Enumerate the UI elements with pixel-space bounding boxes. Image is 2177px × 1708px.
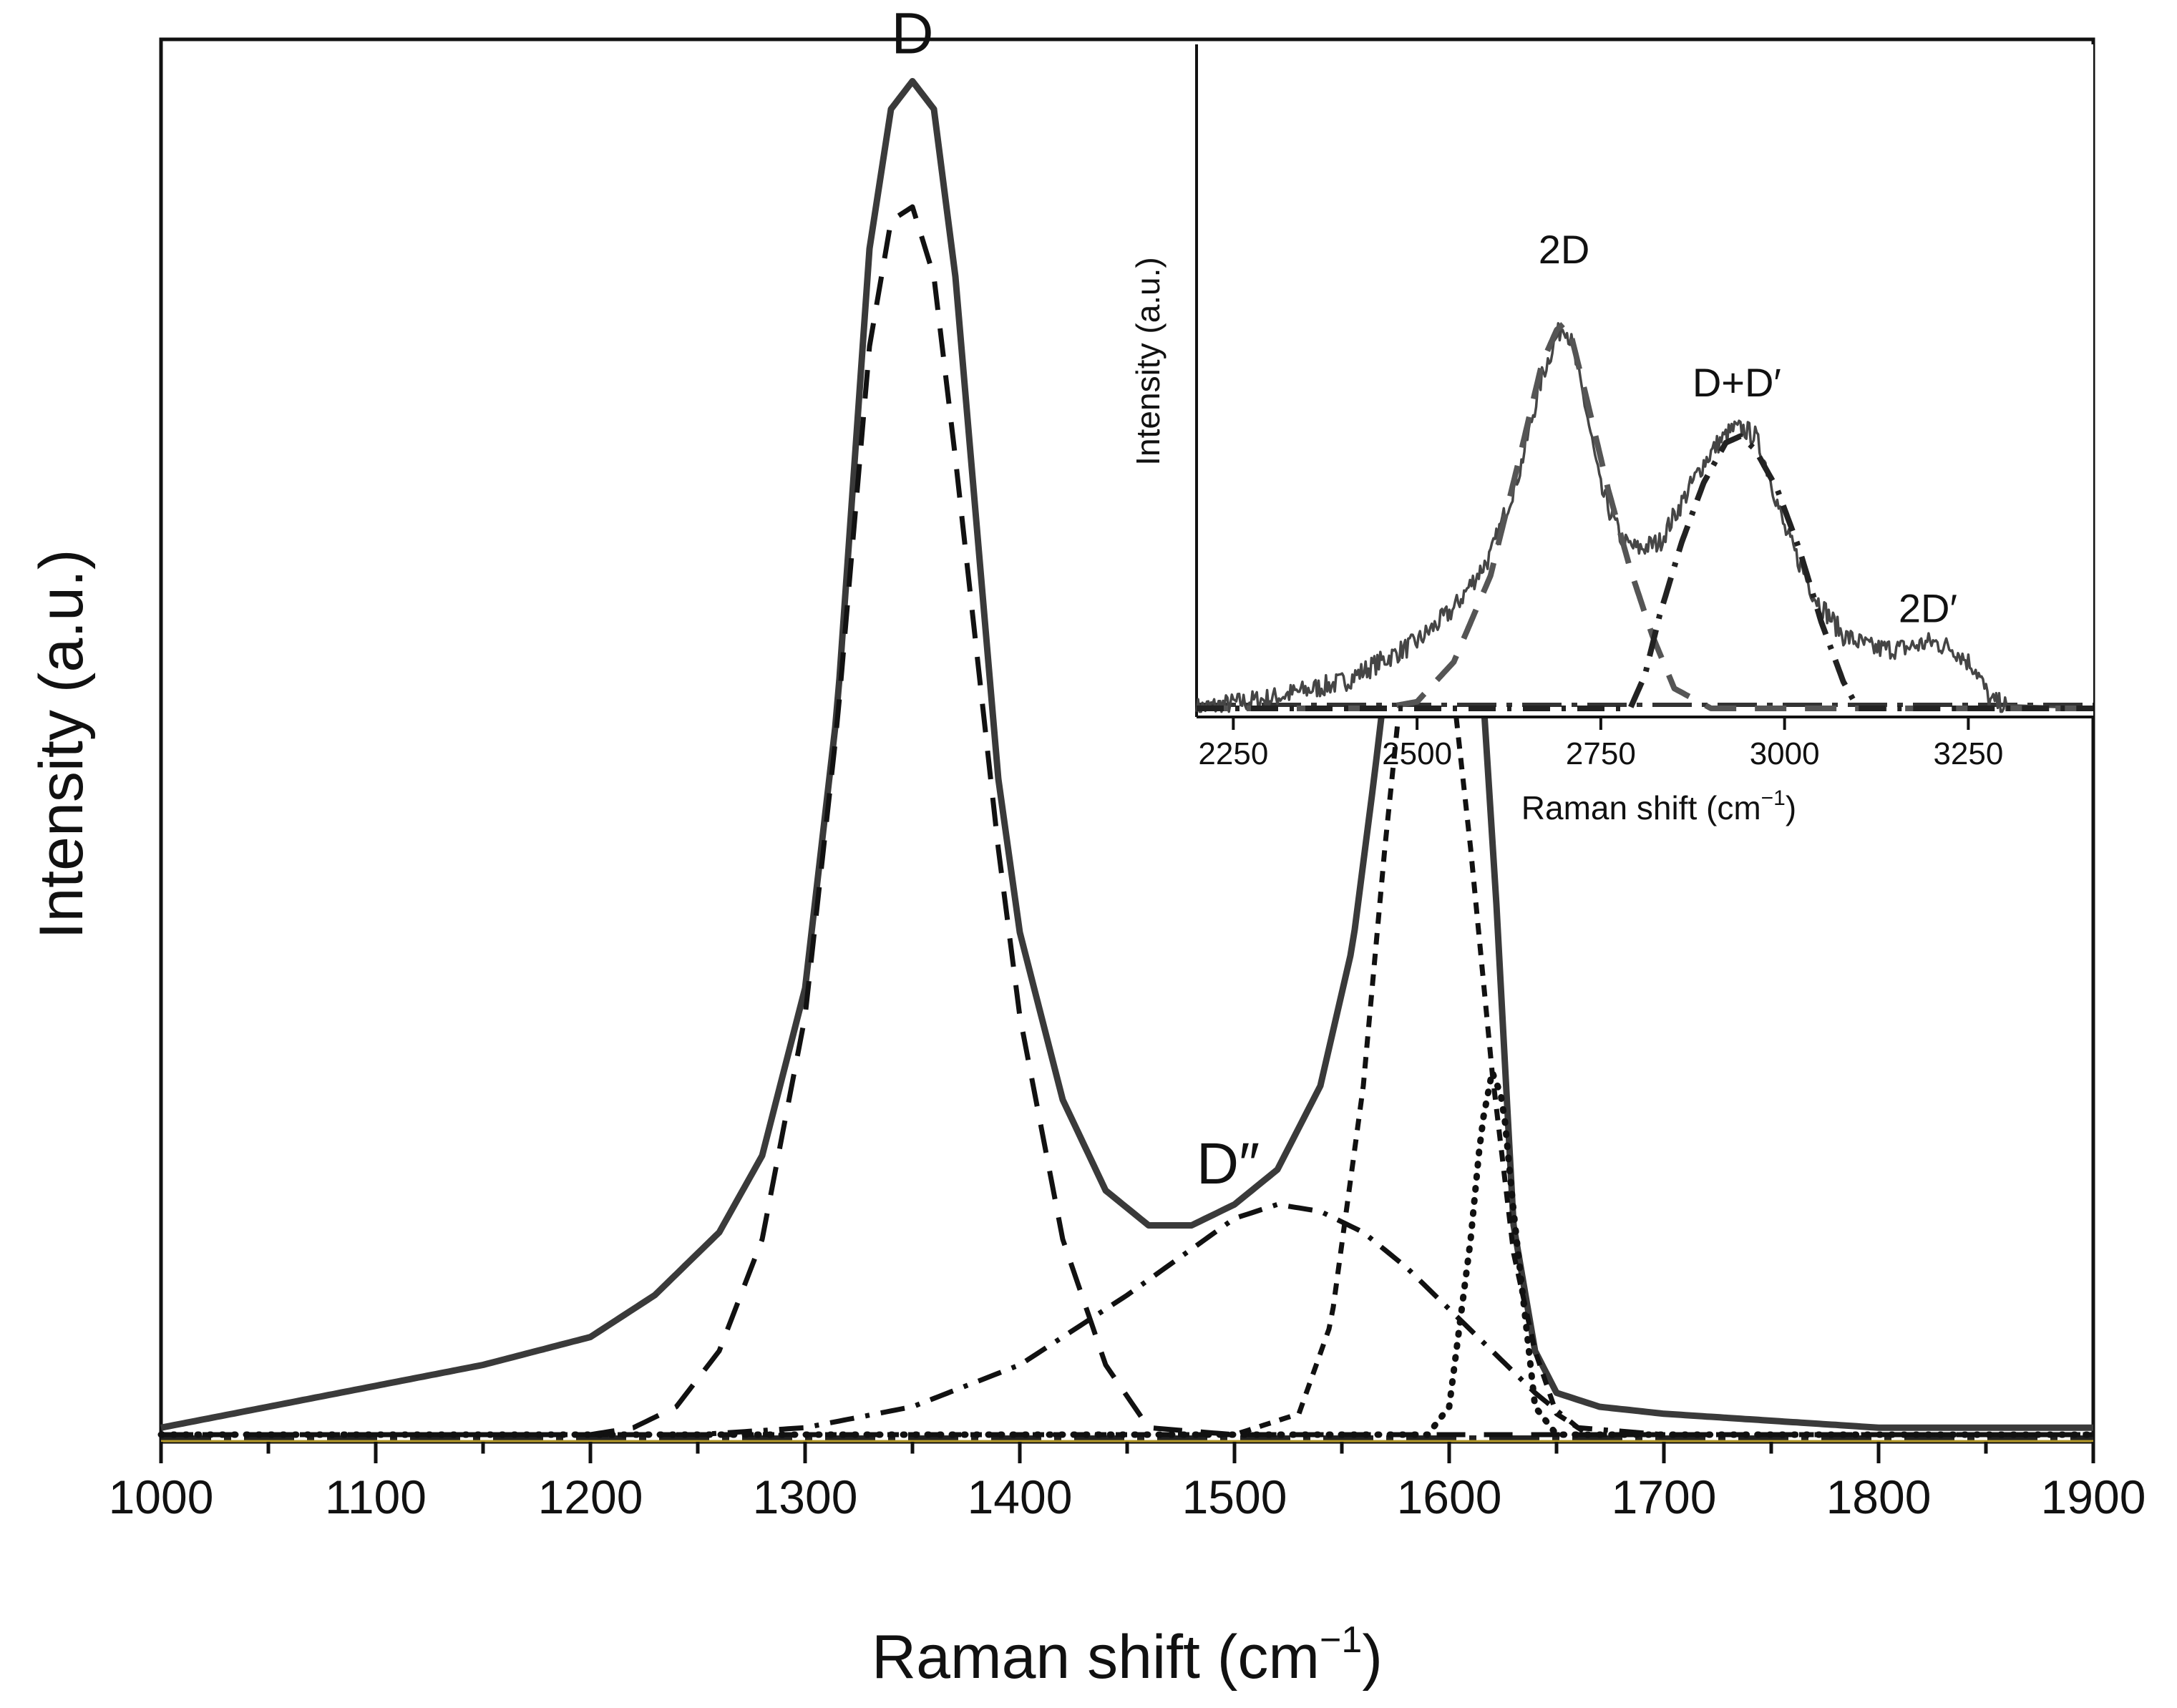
main-series-d-fit — [157, 1068, 2097, 1438]
main-series-g-fit — [161, 595, 2093, 1438]
main-xtick-label: 1700 — [1612, 1470, 1717, 1523]
main-xtick-label: 1200 — [538, 1470, 643, 1523]
inset-yaxis-title: Intensity (a.u.) — [1129, 257, 1167, 465]
inset-chart: 2250 2500 2750 3000 3250 Raman shift (cm−1) … — [1129, 44, 2095, 826]
inset-peak-label: D+D′ — [1693, 360, 1781, 405]
main-xtick-label: 1800 — [1826, 1470, 1932, 1523]
inset-background — [1197, 44, 2093, 717]
inset-peak-label: 2D′ — [1899, 585, 1957, 630]
main-xaxis-title: Raman shift (cm−1) — [872, 1619, 1383, 1692]
inset-xtick-label: 2250 — [1198, 736, 1268, 771]
main-peak-label: D″ — [1197, 1131, 1260, 1196]
inset-series-group — [1195, 320, 2095, 713]
main-xtick-label: 1300 — [753, 1470, 858, 1523]
main-xtick-label: 1900 — [2041, 1470, 2146, 1523]
main-xtick-label: 1000 — [109, 1470, 214, 1523]
main-peak-label: D — [891, 1, 933, 67]
inset-xtick-label: 3250 — [1933, 736, 2003, 771]
main-xtick-label: 1500 — [1182, 1470, 1287, 1523]
inset-xtick-label: 2500 — [1382, 736, 1452, 771]
main-xaxis-title-text: Raman shift (cm — [872, 1623, 1320, 1692]
main-xtick-label: 1100 — [325, 1470, 427, 1523]
main-series-group — [157, 78, 2097, 1438]
inset-xaxis-title-text: Raman shift (cm — [1521, 789, 1761, 826]
inset-xaxis-title: Raman shift (cm−1) — [1521, 786, 1796, 826]
inset-xaxis-title-superscript: −1 — [1761, 786, 1786, 810]
main-baseline-group — [161, 1435, 2093, 1443]
inset-xtick-label: 2750 — [1566, 736, 1636, 771]
main-xtick-label: 1400 — [968, 1470, 1073, 1523]
inset-peak-label: 2D — [1539, 227, 1590, 272]
inset-xtick-label: 3000 — [1750, 736, 1820, 771]
main-xaxis-ticks: 1000 1100 1200 1300 1400 1500 1600 1700 1800 1900 — [109, 1442, 2146, 1523]
main-series-measured-spectrum — [160, 78, 2093, 1431]
main-xaxis-title-close: ) — [1362, 1623, 1383, 1692]
main-xaxis-title-superscript: −1 — [1320, 1619, 1362, 1661]
inset-series-measured-spectrum — [1195, 322, 2089, 713]
main-xtick-label: 1600 — [1397, 1470, 1502, 1523]
inset-xaxis-title-close: ) — [1786, 789, 1796, 826]
inset-xaxis-ticks: 2250 2500 2750 3000 3250 — [1198, 717, 2003, 771]
main-yaxis-title: Intensity (a.u.) — [27, 550, 96, 940]
inset-peak-labels: 2D D+D′ 2D′ — [1539, 227, 1957, 630]
inset-series-d-d-fit — [1195, 433, 2095, 711]
